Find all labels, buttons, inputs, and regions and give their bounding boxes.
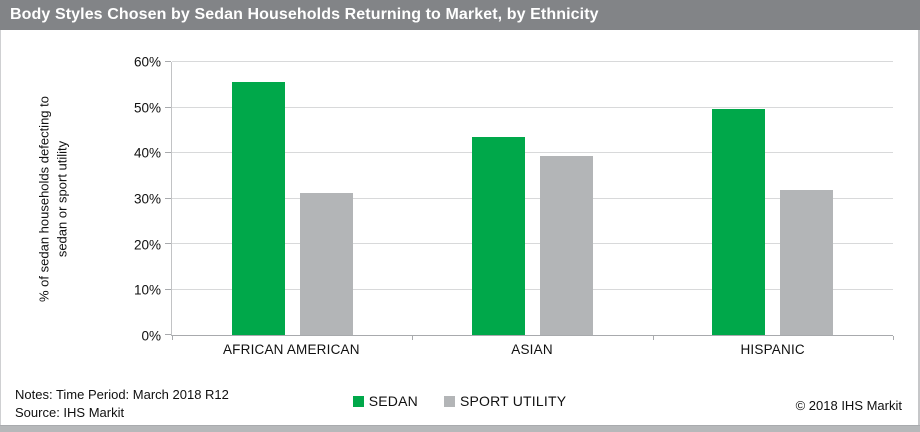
y-tick-mark <box>165 197 171 199</box>
y-tick-label: 50% <box>133 100 161 116</box>
sport-utility-bar <box>780 190 834 335</box>
x-category-label: AFRICAN AMERICAN <box>222 342 360 357</box>
y-tick-mark <box>165 288 171 290</box>
x-category-label: HISPANIC <box>740 342 805 357</box>
sport-utility-bar <box>539 155 593 335</box>
y-tick-label: 0% <box>141 328 161 344</box>
y-tick-mark <box>165 243 171 244</box>
bar-group-hispanic <box>653 62 893 335</box>
x-axis-category-labels: AFRICAN AMERICAN ASIAN HISPANIC <box>171 342 893 357</box>
gridline <box>172 197 893 199</box>
gridline <box>172 243 893 244</box>
x-tick-mark <box>412 336 414 340</box>
y-tick-mark <box>165 106 171 108</box>
source-line: Source: IHS Markit <box>15 405 125 421</box>
y-axis-label-line1: % of sedan households defecting to <box>36 96 52 302</box>
legend-item-sedan: SEDAN <box>352 393 418 409</box>
y-tick-label: 20% <box>133 237 161 253</box>
sport-utility-bar <box>299 193 353 335</box>
notes-line: Notes: Time Period: March 2018 R12 <box>15 387 229 402</box>
sedan-bar <box>471 137 525 335</box>
x-tick-mark <box>172 336 173 340</box>
y-tick-mark <box>165 334 171 335</box>
y-tick-label: 10% <box>133 282 161 298</box>
legend-swatch-icon <box>443 395 455 407</box>
bar-group-asian <box>412 62 652 335</box>
x-category-label: ASIAN <box>511 342 553 357</box>
sedan-bar <box>712 109 766 335</box>
chart-header: Body Styles Chosen by Sedan Households R… <box>0 0 920 30</box>
gridline <box>172 106 893 108</box>
copyright-text: © 2018 IHS Markit <box>795 398 902 413</box>
y-tick-mark <box>165 152 171 153</box>
y-axis-tick-labels: 0% 10% 20% 30% 40% 50% 60% <box>101 55 161 344</box>
x-tick-mark <box>893 336 894 340</box>
sedan-bar <box>231 81 285 335</box>
y-tick-mark <box>165 61 171 62</box>
legend-label: SEDAN <box>368 393 418 409</box>
y-tick-label: 60% <box>133 54 161 70</box>
chart-body: % of sedan households defecting to sedan… <box>0 30 920 425</box>
gridline <box>172 61 893 62</box>
plot-area <box>165 61 894 340</box>
bar-group-african-american <box>172 62 412 335</box>
bar-groups <box>172 62 893 335</box>
chart-title: Body Styles Chosen by Sedan Households R… <box>10 6 599 23</box>
y-tick-label: 40% <box>133 145 161 161</box>
legend-item-sport-utility: SPORT UTILITY <box>443 393 567 409</box>
legend: SEDAN SPORT UTILITY <box>1 393 918 409</box>
x-tick-mark <box>652 336 654 340</box>
legend-label: SPORT UTILITY <box>459 393 567 409</box>
bottom-strip <box>0 425 920 432</box>
gridline <box>172 288 893 290</box>
chart-notes: Notes: Time Period: March 2018 R12 Sourc… <box>15 386 229 422</box>
y-tick-label: 30% <box>133 191 161 207</box>
legend-swatch-icon <box>352 395 364 407</box>
y-axis-label: % of sedan households defecting to sedan… <box>35 49 70 349</box>
gridline <box>172 152 893 153</box>
y-axis-label-line2: sedan or sport utility <box>54 140 69 258</box>
